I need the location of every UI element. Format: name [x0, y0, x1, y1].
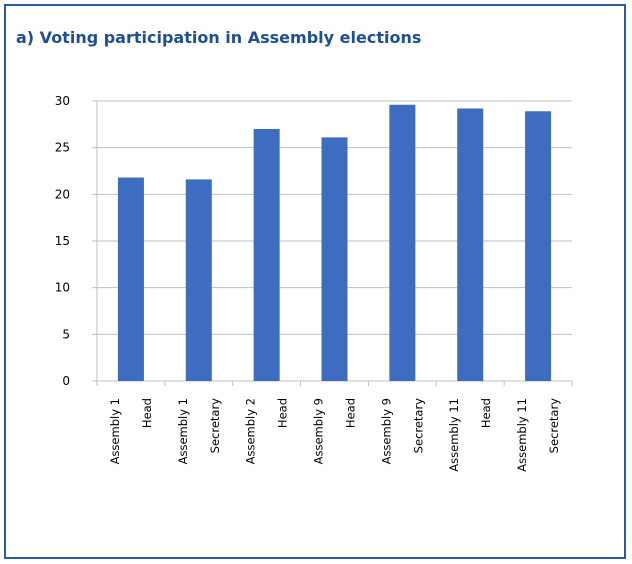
category-label: Assembly 9: [379, 398, 393, 464]
bar: [253, 129, 280, 381]
category-label: Assembly 1: [176, 398, 190, 464]
category-label: Head: [276, 398, 290, 428]
category-label: Secretary: [208, 398, 222, 454]
category-label: Head: [140, 398, 154, 428]
chart-title: a) Voting participation in Assembly elec…: [16, 28, 422, 47]
chart-panel: a) Voting participation in Assembly elec…: [4, 4, 626, 559]
category-label: Assembly 2: [244, 398, 258, 464]
category-label: Secretary: [411, 398, 425, 454]
bar: [321, 137, 348, 381]
bar: [185, 179, 212, 381]
category-label: Secretary: [547, 398, 561, 454]
bar: [389, 104, 416, 381]
x-ticks: [96, 381, 573, 386]
y-tick-label: 20: [55, 187, 70, 201]
bar: [117, 177, 144, 381]
y-tick-labels: 0 5 10 15 20 25 30: [55, 94, 70, 388]
category-label: Head: [344, 398, 358, 428]
y-tick-label: 15: [55, 234, 70, 248]
category-label: Head: [479, 398, 493, 428]
y-tick-label: 30: [55, 94, 70, 108]
y-tick-label: 0: [62, 374, 70, 388]
y-tick-label: 5: [62, 327, 70, 341]
y-tick-label: 10: [55, 281, 70, 295]
bars: [117, 104, 552, 382]
y-tick-label: 25: [55, 141, 70, 155]
category-label: Assembly 1: [108, 398, 122, 464]
bar: [457, 108, 484, 381]
category-label: Assembly 11: [447, 398, 461, 472]
category-label: Assembly 9: [312, 398, 326, 464]
category-label: Assembly 11: [515, 398, 529, 472]
bar: [525, 111, 552, 382]
category-labels: Assembly 1 Head Assembly 1 Secretary Assembl…: [108, 398, 561, 472]
